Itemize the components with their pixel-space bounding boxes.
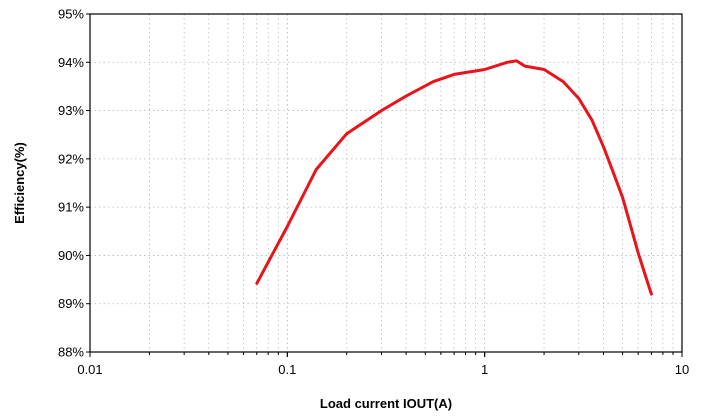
efficiency-series-line: [255, 59, 653, 296]
y-tick-label: 95%: [58, 7, 84, 22]
plot-frame: [89, 13, 683, 353]
y-tick-label: 94%: [58, 55, 84, 70]
x-tick-label: 1: [481, 362, 488, 377]
x-tick-label: 10: [675, 362, 689, 377]
y-tick-label: 92%: [58, 151, 84, 166]
y-tick-label: 88%: [58, 345, 84, 360]
grid: [90, 14, 682, 352]
axis-ticks: 88% 89% 90% 91% 92% 93% 94% 95% 0.01 0.1 1 10: [58, 7, 689, 378]
y-tick-label: 91%: [58, 200, 84, 215]
y-axis-label: Efficiency(%): [12, 142, 27, 224]
y-tick-label: 89%: [58, 296, 84, 311]
y-tick-label: 93%: [58, 103, 84, 118]
x-tick-label: 0.1: [278, 362, 296, 377]
x-axis-label: Load current IOUT(A): [320, 396, 452, 411]
x-tick-label: 0.01: [77, 362, 102, 377]
series-layer: [255, 59, 653, 296]
y-tick-label: 90%: [58, 248, 84, 263]
